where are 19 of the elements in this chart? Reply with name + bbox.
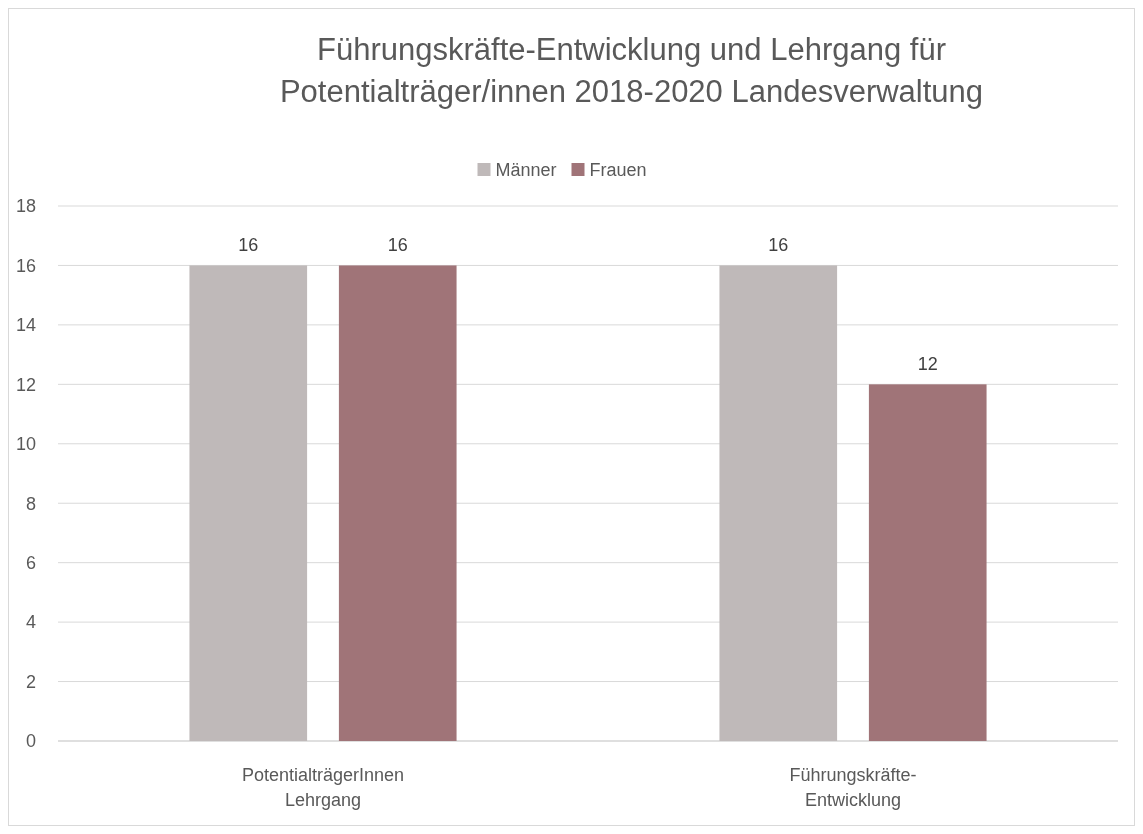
- legend-label: Frauen: [589, 160, 647, 181]
- y-tick-label: 2: [25, 671, 36, 692]
- x-tick-label: Führungskräfte-Entwicklung: [789, 765, 917, 810]
- y-tick-label: 8: [25, 493, 36, 514]
- y-tick-label: 10: [15, 434, 36, 455]
- data-label: 16: [238, 235, 259, 256]
- chart-title: Führungskräfte-Entwicklung und Lehrgang für Potentialträger/innen 2018-2020 Landesverwaltung: [279, 32, 984, 109]
- data-label: 16: [387, 235, 408, 256]
- y-tick-label: 14: [15, 315, 36, 336]
- data-label: 16: [768, 235, 789, 256]
- x-tick-label: PotentialträgerInnen Lehrgang: [241, 765, 405, 810]
- y-tick-label: 12: [15, 374, 36, 395]
- y-tick-label: 4: [25, 612, 36, 633]
- data-label: 12: [917, 354, 938, 375]
- y-tick-label: 0: [25, 731, 36, 752]
- y-tick-label: 16: [15, 255, 36, 276]
- y-tick-label: 6: [25, 552, 36, 573]
- legend-label: Männer: [495, 160, 557, 181]
- y-tick-label: 18: [15, 196, 36, 217]
